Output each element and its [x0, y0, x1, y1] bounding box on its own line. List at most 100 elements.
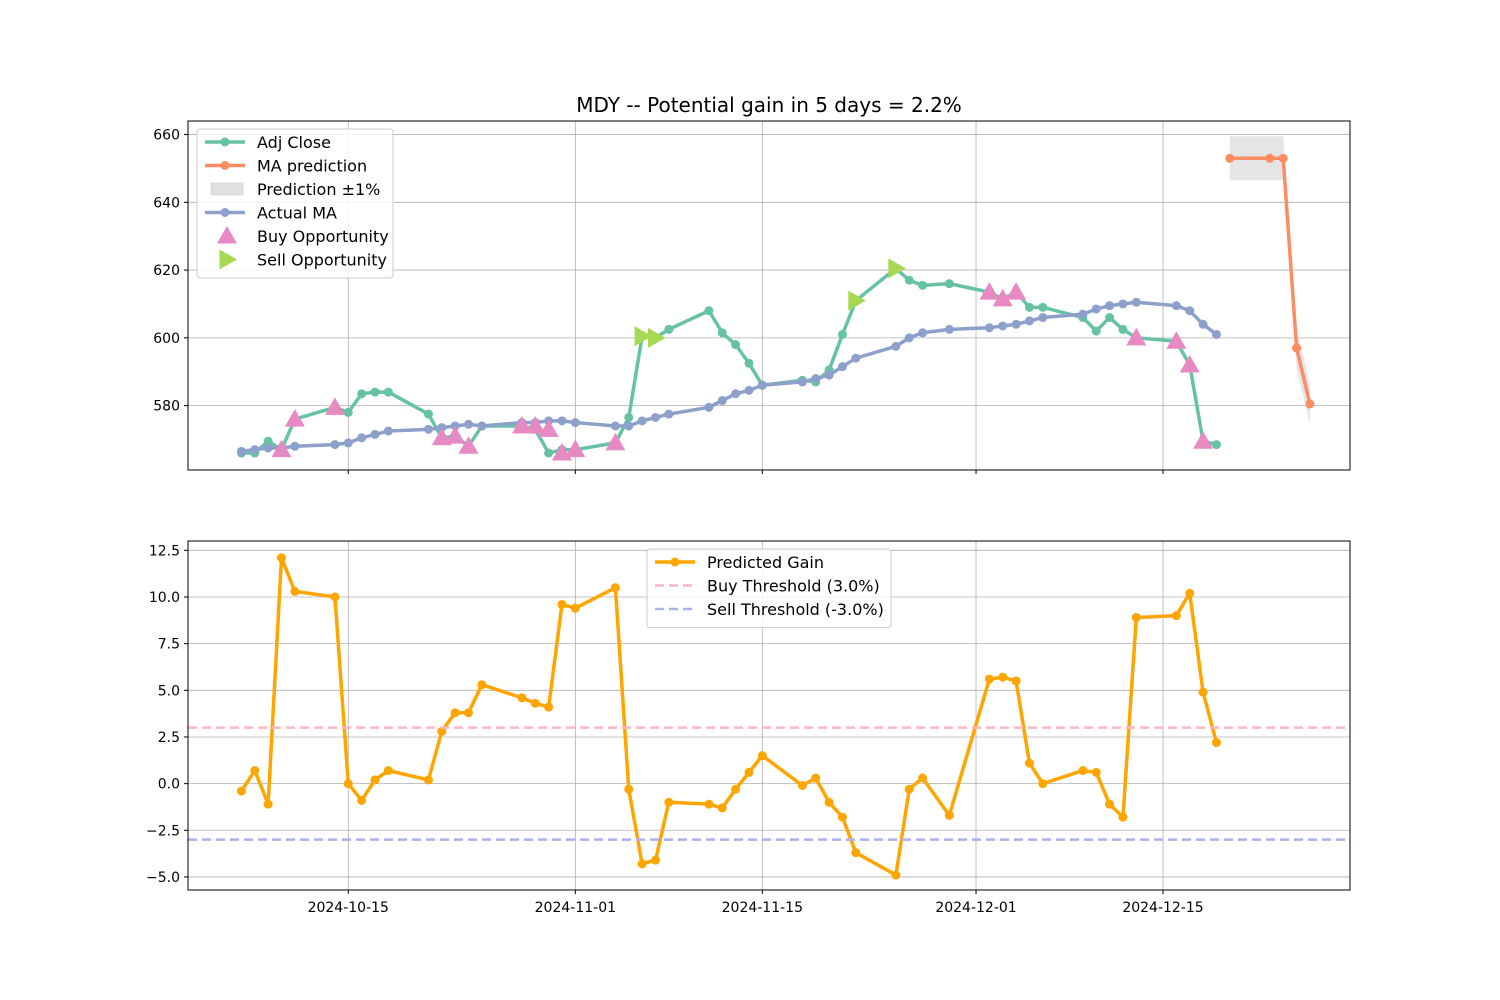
- series-predicted-gain: [236, 553, 1221, 880]
- data-point: [1078, 309, 1088, 319]
- data-point: [891, 341, 901, 351]
- data-point: [944, 810, 954, 820]
- price-ticks: 580 600 620 640 660: [153, 128, 1164, 474]
- data-point: [1024, 758, 1034, 768]
- legend-label: Sell Threshold (-3.0%): [707, 600, 884, 619]
- data-point: [731, 340, 741, 350]
- sell-marker: [888, 258, 906, 279]
- data-point: [1118, 299, 1128, 309]
- data-point: [290, 586, 300, 596]
- data-point: [463, 708, 473, 718]
- y-tick-label: 2.5: [158, 730, 180, 746]
- y-tick-label: 660: [153, 128, 180, 144]
- data-point: [263, 799, 273, 809]
- data-point: [1292, 343, 1302, 353]
- data-point: [250, 766, 260, 776]
- legend-swatch-sell: [219, 249, 237, 270]
- series-prediction-1: [1229, 136, 1310, 425]
- sell-marker: [848, 290, 866, 311]
- data-point: [1078, 766, 1088, 776]
- legend-box: [196, 128, 394, 279]
- data-point: [463, 419, 473, 429]
- legend-swatch-marker: [220, 161, 230, 170]
- data-point: [1305, 399, 1315, 409]
- data-point: [250, 445, 260, 455]
- data-point: [1105, 301, 1115, 311]
- buy-marker: [284, 409, 305, 427]
- data-point: [837, 812, 847, 822]
- data-point: [984, 323, 994, 333]
- data-point: [717, 803, 727, 813]
- data-point: [731, 784, 741, 794]
- data-point: [1211, 738, 1221, 748]
- data-point: [918, 328, 928, 338]
- data-point: [610, 421, 620, 431]
- data-point: [944, 324, 954, 334]
- buy-marker: [445, 426, 466, 444]
- data-point: [704, 402, 714, 412]
- data-point: [357, 389, 367, 399]
- data-point: [343, 438, 353, 448]
- data-point: [1171, 301, 1181, 311]
- data-point: [664, 409, 674, 419]
- data-point: [357, 795, 367, 805]
- buy-marker: [992, 288, 1013, 307]
- legend-label: Buy Threshold (3.0%): [707, 577, 880, 596]
- data-point: [570, 603, 580, 613]
- data-point: [624, 412, 634, 422]
- buy-marker: [511, 415, 532, 434]
- legend-swatch-band: [210, 182, 244, 196]
- data-point: [236, 786, 246, 796]
- data-point: [811, 773, 821, 783]
- gain-axes: −5.0 −2.5 0.0 2.5 5.0 7.5 10.0 12.5 2024-10-15 20…: [146, 540, 1351, 916]
- x-tick-label: 2024-12-15: [1122, 900, 1203, 916]
- buy-marker: [271, 439, 292, 458]
- y-tick-label: 10.0: [149, 590, 180, 606]
- data-point: [650, 855, 660, 865]
- data-point: [570, 418, 580, 428]
- data-point: [1185, 306, 1195, 316]
- data-point: [1198, 319, 1208, 329]
- legend-label: Sell Opportunity: [257, 251, 387, 270]
- data-point: [1038, 302, 1048, 312]
- data-point: [1278, 153, 1288, 163]
- data-point: [330, 592, 340, 602]
- y-tick-label: 5.0: [158, 683, 180, 699]
- data-point: [330, 440, 340, 450]
- data-point: [1024, 302, 1034, 312]
- data-point: [236, 446, 246, 456]
- legend-label: Prediction ±1%: [257, 180, 380, 199]
- data-point: [851, 848, 861, 858]
- y-tick-label: 580: [153, 399, 180, 415]
- legend-swatch-marker: [670, 557, 680, 567]
- data-point: [1091, 767, 1101, 777]
- price-axes: 580 600 620 640 660 Adj Close MA prediction Pr…: [153, 120, 1351, 474]
- data-point: [383, 766, 393, 776]
- data-point: [290, 441, 300, 451]
- data-point: [343, 407, 353, 417]
- y-tick-label: 12.5: [149, 543, 180, 559]
- data-point: [1091, 304, 1101, 314]
- legend-label: Actual MA: [257, 204, 337, 223]
- data-point: [1024, 316, 1034, 326]
- data-point: [1118, 812, 1128, 822]
- sell-marker: [647, 327, 666, 348]
- legend-swatch-marker: [220, 137, 230, 147]
- gain-ticks: −5.0 −2.5 0.0 2.5 5.0 7.5 10.0 12.5 2024-10-15 20…: [146, 543, 1204, 916]
- data-point: [664, 797, 674, 807]
- buy-marker: [979, 282, 1000, 300]
- data-point: [998, 672, 1008, 682]
- data-point: [1131, 297, 1141, 307]
- series-buy-opportunity: [271, 282, 1214, 461]
- data-point: [1185, 588, 1195, 598]
- data-point: [263, 436, 273, 446]
- x-tick-label: 2024-12-01: [935, 900, 1016, 916]
- data-point: [370, 429, 380, 439]
- buy-marker: [538, 419, 559, 437]
- gain-legend: Predicted Gain Buy Threshold (3.0%) Sell T…: [646, 548, 892, 628]
- legend-label: MA prediction: [257, 157, 367, 176]
- data-point: [530, 698, 540, 708]
- data-point: [1038, 313, 1048, 323]
- data-point: [1011, 676, 1021, 686]
